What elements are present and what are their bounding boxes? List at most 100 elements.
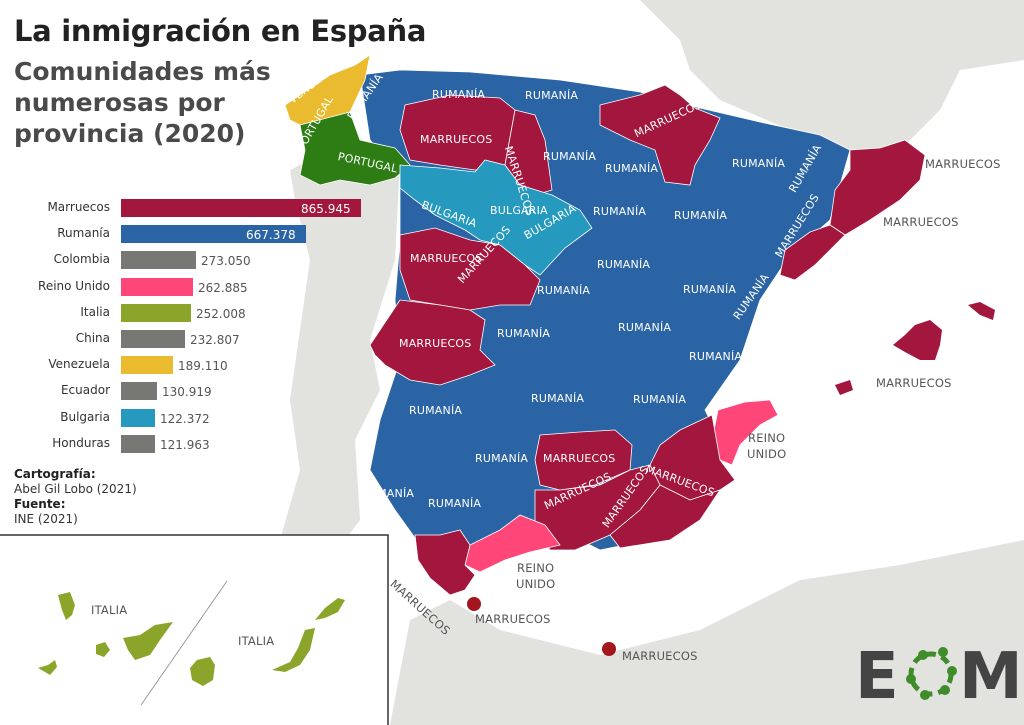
inset-label-east: ITALIA <box>238 634 275 648</box>
map-region-label: RUMANÍA <box>633 393 687 406</box>
map-region-label: RUMANÍA <box>683 283 737 296</box>
map-region-label: MARRUECOS <box>876 376 952 390</box>
bar-value: 252.008 <box>196 306 246 321</box>
bar-label: Venezuela <box>48 357 110 372</box>
subtitle-line: numerosas por <box>14 88 225 117</box>
region-marruecos-navarra <box>599 84 721 186</box>
bar-row: Venezuela 189.110 <box>0 355 380 375</box>
bar-row: Honduras 121.963 <box>0 434 380 454</box>
map-region-label: MARRUECOS <box>622 649 698 663</box>
region-portugal <box>299 111 411 186</box>
region-marruecos-cataluna <box>829 139 926 236</box>
map-region-label: RUMANÍA <box>605 162 659 175</box>
melilla-dot <box>602 642 616 656</box>
map-region-label: RUMANÍA <box>618 321 672 334</box>
bar-value: 667.378 <box>246 228 296 243</box>
map-region-label: RUMANÍA <box>432 88 486 101</box>
island-fuerteventura <box>272 628 315 672</box>
bar <box>121 277 193 296</box>
page-title: La inmigración en España <box>14 14 427 48</box>
bar-value: 189.110 <box>178 359 228 374</box>
bar-row: Rumanía 667.378 <box>0 224 380 244</box>
logo-letter-m: M <box>959 640 1020 705</box>
bar <box>121 330 185 348</box>
bar-label: Reino Unido <box>38 278 110 293</box>
canary-islands-inset <box>0 534 389 725</box>
map-region-label: MARRUECOS <box>410 252 483 265</box>
map-region-label: RUMANÍA <box>593 205 647 218</box>
subtitle-line: provincia (2020) <box>14 119 246 148</box>
island-gran-canaria <box>190 657 215 686</box>
bar-value: 865.945 <box>301 202 351 216</box>
bar-row: China 232.807 <box>0 329 380 349</box>
region-marruecos-cadiz <box>414 529 476 596</box>
cartografia-value: Abel Gil Lobo (2021) <box>14 482 137 496</box>
bar <box>121 225 306 244</box>
region-marruecos-caceres <box>369 299 496 386</box>
bar-row: Reino Unido 262.885 <box>0 277 380 297</box>
map-region-label: RUMANÍA <box>475 452 529 465</box>
region-bulgaria <box>399 159 593 276</box>
map-region-label: RUMANÍA <box>689 350 743 363</box>
bar <box>121 303 191 322</box>
map-region-label: MARRUECOS <box>925 157 1001 171</box>
map-region-label: BULGARIA <box>490 204 548 217</box>
eom-logo: E M <box>855 640 1020 705</box>
fuente-value: INE (2021) <box>14 512 78 526</box>
land-france <box>640 0 1024 150</box>
map-region-label: RUMANÍA <box>497 327 551 340</box>
region-marruecos-ibiza <box>835 380 853 395</box>
bar-row: Marruecos 865.945 <box>0 198 380 218</box>
land-africa <box>390 540 1024 725</box>
map-region-label: MARRUECOS <box>543 452 616 465</box>
bar-value: 273.050 <box>201 254 251 269</box>
island-tenerife <box>123 622 173 660</box>
bar-value: 130.919 <box>162 385 212 400</box>
credits: Cartografía: Abel Gil Lobo (2021) Fuente… <box>14 467 137 527</box>
map-region-label: UNIDO <box>516 577 556 591</box>
bar <box>121 251 196 270</box>
inset-label-west: ITALIA <box>91 603 128 617</box>
bar <box>121 199 361 217</box>
sea-strait <box>430 380 1024 648</box>
bar-label: China <box>75 331 110 345</box>
map-region-label: REINO <box>517 561 555 575</box>
bar-value: 122.372 <box>160 411 210 426</box>
inset-divider <box>140 580 228 706</box>
bar <box>121 356 173 375</box>
bar-value: 121.963 <box>160 437 210 452</box>
bar-label: Marruecos <box>47 200 110 214</box>
region-marruecos-castellon <box>779 224 846 281</box>
map-region-label: RUMANÍA <box>361 487 415 500</box>
map-region-label: RUMANÍA <box>543 150 597 163</box>
bar-row: Italia 252.008 <box>0 303 380 323</box>
map-region-label: RUMANÍA <box>597 258 651 271</box>
map-region-label: MARRUECOS <box>883 215 959 229</box>
land-portugal <box>280 150 400 560</box>
bar-row: Ecuador 130.919 <box>0 381 380 401</box>
island-la-gomera <box>96 642 110 657</box>
map-region-label: RUMANÍA <box>732 157 786 170</box>
map-region-label: RUMANÍA <box>674 209 728 222</box>
map-region-label: RUMANÍA <box>537 284 591 297</box>
logo-circle-icon <box>906 647 957 700</box>
bar-label: Honduras <box>52 435 110 450</box>
map-region-label: REINO <box>748 431 786 445</box>
region-marruecos-almeria <box>609 484 721 549</box>
bar-label: Italia <box>80 304 110 319</box>
bar-value: 262.885 <box>198 280 248 295</box>
island-lanzarote <box>315 598 345 620</box>
map-region-label: MARRUECOS <box>475 612 551 626</box>
subtitle-line: Comunidades más <box>14 57 271 86</box>
fuente-label: Fuente: <box>14 497 66 511</box>
map-region-label: RUMANÍA <box>409 404 463 417</box>
bar-label: Ecuador <box>60 383 110 398</box>
bar-label: Rumanía <box>57 226 110 241</box>
map-region-label: RUMANÍA <box>428 497 482 510</box>
map-region-label: RUMANÍA <box>525 89 579 102</box>
bar-row: Bulgaria 122.372 <box>0 408 380 428</box>
page-subtitle: Comunidades más numerosas por provincia … <box>14 56 294 149</box>
bar-row: Colombia 273.050 <box>0 250 380 270</box>
